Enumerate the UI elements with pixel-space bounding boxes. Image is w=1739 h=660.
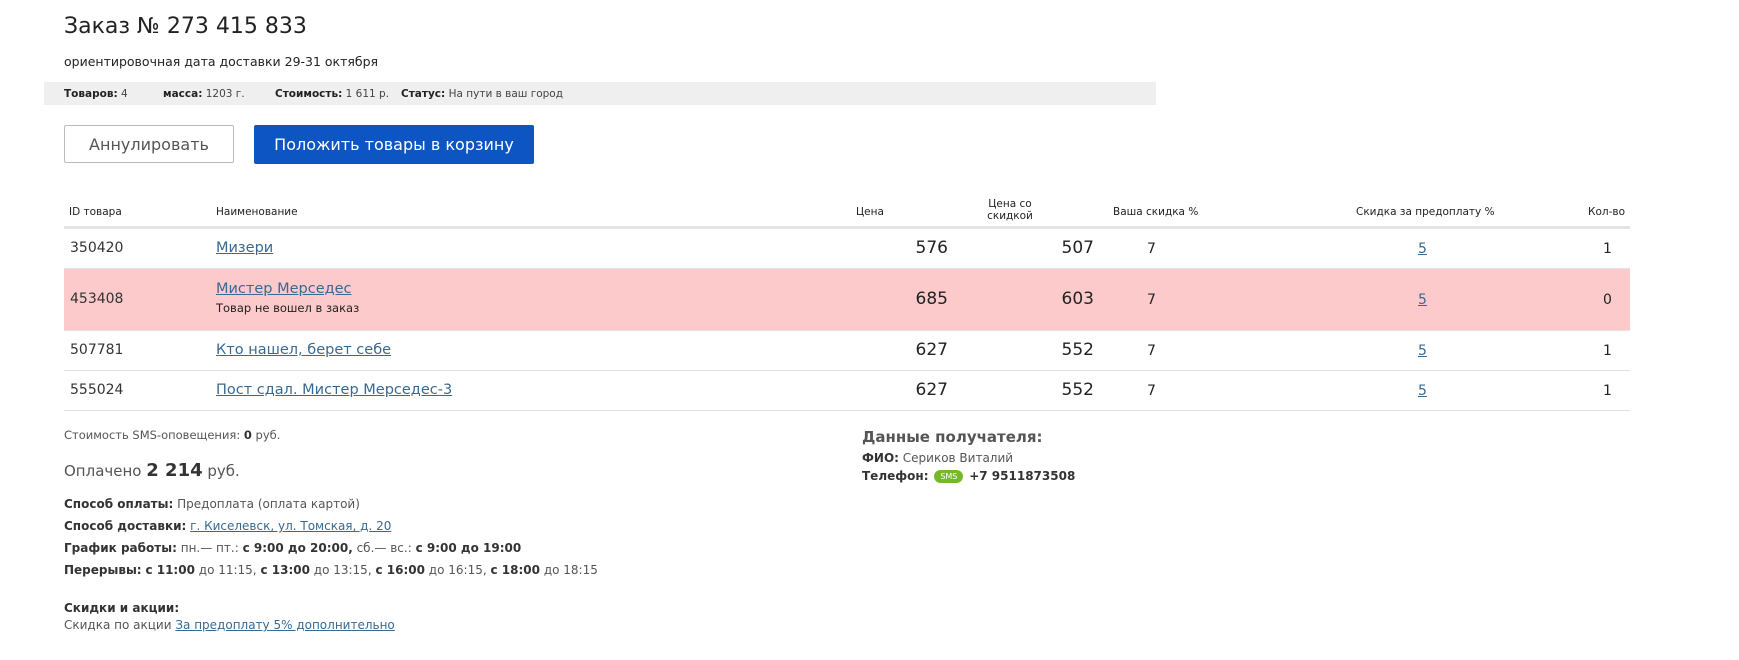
prepay-discount-link[interactable]: 5 [1418, 292, 1427, 308]
product-note: Товар не вошел в заказ [216, 301, 360, 315]
product-discount-price: 552 [1061, 380, 1094, 400]
recipient-name: ФИО: Сериков Виталий [862, 451, 1014, 465]
product-name-link[interactable]: Мизери [216, 240, 274, 256]
promo-title: Скидки и акции: [64, 601, 180, 615]
quantity: 1 [1603, 343, 1612, 359]
promo-text: Скидка по акции За предоплату 5% дополни… [64, 618, 395, 632]
product-discount-price: 552 [1061, 340, 1094, 360]
product-discount-price: 507 [1061, 238, 1094, 258]
product-name-link[interactable]: Мистер Мерседес [216, 281, 352, 297]
quantity: 1 [1603, 383, 1612, 399]
your-discount: 7 [1147, 383, 1156, 399]
header-price: Цена [856, 206, 884, 218]
table-header-divider [64, 226, 1630, 229]
order-title: Заказ № 273 415 833 [64, 14, 307, 39]
header-id: ID товара [69, 206, 122, 218]
promo-link[interactable]: За предоплату 5% дополнительно [175, 618, 395, 632]
header-qty: Кол-во [1588, 206, 1625, 218]
prepay-discount-link[interactable]: 5 [1418, 383, 1427, 399]
product-name-link[interactable]: Кто нашел, берет себе [216, 342, 392, 358]
summary-cost: Стоимость: 1 611 р. [275, 88, 390, 100]
quantity: 0 [1603, 292, 1612, 308]
product-id: 507781 [70, 342, 124, 358]
your-discount: 7 [1147, 241, 1156, 257]
recipient-phone: Телефон: SMS +7 9511873508 [862, 469, 1076, 483]
order-summary-bar: Товаров: 4 масса: 1203 г. Стоимость: 1 6… [44, 82, 1156, 105]
header-your-discount: Ваша скидка % [1113, 206, 1199, 218]
prepay-discount-link[interactable]: 5 [1418, 343, 1427, 359]
row-divider [64, 268, 1630, 269]
delivery-date: ориентировочная дата доставки 29-31 октя… [64, 54, 379, 69]
product-price: 576 [915, 238, 948, 258]
your-discount: 7 [1147, 343, 1156, 359]
delivery-method: Способ доставки: г. Киселевск, ул. Томск… [64, 519, 392, 533]
product-price: 685 [915, 289, 948, 309]
summary-items: Товаров: 4 [64, 88, 128, 100]
product-name-link[interactable]: Пост сдал. Мистер Мерседес-3 [216, 382, 453, 398]
delivery-address-link[interactable]: г. Киселевск, ул. Томская, д. 20 [190, 519, 392, 533]
product-price: 627 [915, 380, 948, 400]
cancel-order-button[interactable]: Аннулировать [64, 125, 234, 163]
your-discount: 7 [1147, 292, 1156, 308]
summary-status: Статус: На пути в ваш город [401, 88, 563, 100]
prepay-discount-link[interactable]: 5 [1418, 241, 1427, 257]
header-discount-price: Цена со скидкой [987, 198, 1033, 222]
table-row: 507781 Кто нашел, берет себе 627 552 7 5… [64, 331, 1630, 371]
summary-mass: масса: 1203 г. [163, 88, 245, 100]
product-discount-price: 603 [1061, 289, 1094, 309]
product-id: 555024 [70, 382, 124, 398]
paid-amount: Оплачено 2 214 руб. [64, 460, 240, 481]
table-row: 555024 Пост сдал. Мистер Мерседес-3 627 … [64, 371, 1630, 411]
sms-cost: Стоимость SMS-оповещения: 0 руб. [64, 428, 281, 442]
payment-method: Способ оплаты: Предоплата (оплата картой… [64, 497, 360, 511]
recipient-title: Данные получателя: [862, 428, 1043, 446]
header-name: Наименование [216, 206, 298, 218]
table-row-excluded: 453408 Мистер Мерседес Товар не вошел в … [64, 269, 1630, 330]
product-id: 453408 [70, 291, 124, 307]
work-schedule: График работы: пн.— пт.: с 9:00 до 20:00… [64, 541, 522, 555]
quantity: 1 [1603, 241, 1612, 257]
header-prepay-discount: Скидка за предоплату % [1356, 206, 1495, 218]
sms-badge-icon: SMS [934, 470, 964, 483]
add-to-cart-button[interactable]: Положить товары в корзину [254, 125, 534, 164]
table-row: 350420 Мизери 576 507 7 5 1 [64, 229, 1630, 269]
product-price: 627 [915, 340, 948, 360]
row-divider [64, 370, 1630, 371]
breaks-schedule: Перерывы: с 11:00 до 11:15, с 13:00 до 1… [64, 563, 598, 577]
table-bottom-divider [64, 410, 1630, 411]
product-id: 350420 [70, 240, 124, 256]
row-divider [64, 330, 1630, 331]
